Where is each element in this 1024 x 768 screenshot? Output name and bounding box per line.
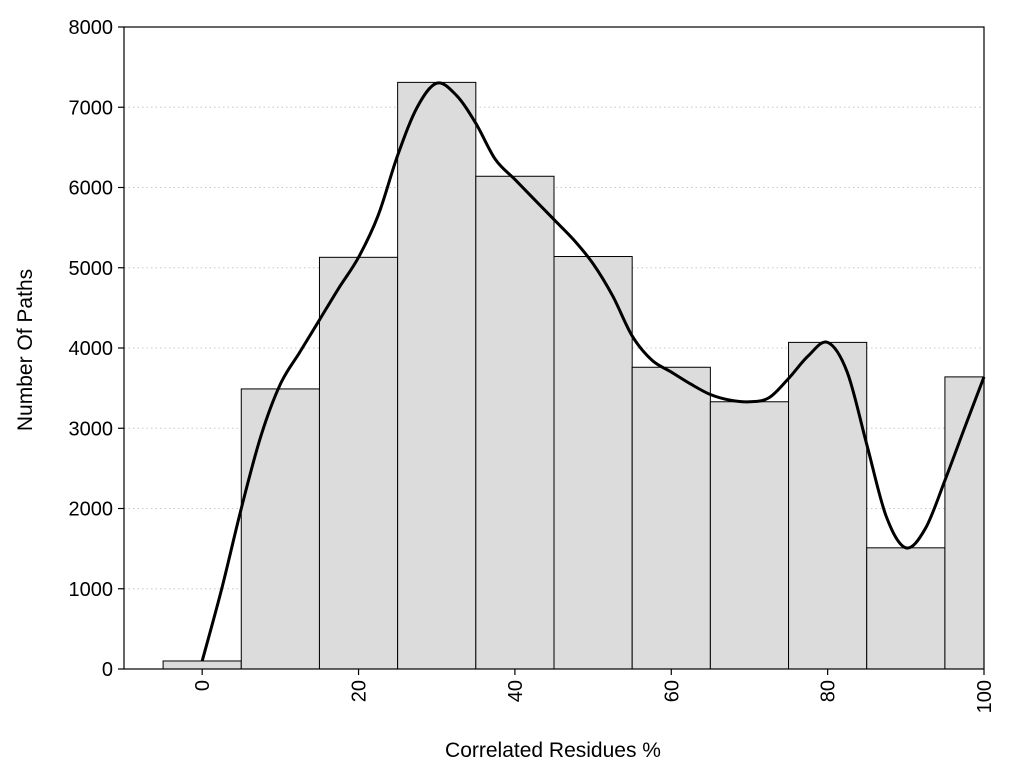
y-axis-ticks: 0 1000 2000 3000 4000 5000 6000 7000 8000 [69,17,124,681]
x-axis-ticks: 0 20 40 60 80 100 [192,669,996,713]
bar [866,547,946,670]
y-tick-label: 0 [102,659,113,681]
x-tick-label: 0 [192,680,214,691]
bar [475,175,555,670]
y-tick-label: 3000 [69,418,114,440]
y-tick-label: 4000 [69,338,114,360]
x-tick-label: 80 [818,680,840,702]
bar [397,81,477,670]
bar [553,256,633,670]
x-tick-label: 100 [974,680,996,713]
y-tick-label: 7000 [69,97,114,119]
x-tick-label: 40 [505,680,527,702]
x-tick-label: 60 [661,680,683,702]
bar [631,366,711,670]
bar [944,376,985,670]
x-tick-label: 20 [349,680,371,702]
y-tick-label: 2000 [69,499,114,521]
x-axis-label: Correlated Residues % [445,739,661,762]
bar [162,660,242,670]
bar [318,256,399,670]
y-tick-label: 6000 [69,178,114,200]
y-tick-label: 5000 [69,258,114,280]
y-tick-label: 8000 [69,17,114,39]
y-axis-label: Number Of Paths [14,269,37,431]
y-tick-label: 1000 [69,579,114,601]
bar [709,401,790,670]
bars [162,81,985,670]
bar [788,341,868,670]
bar [240,388,320,670]
density-line [200,81,986,662]
density-curve [200,81,986,662]
